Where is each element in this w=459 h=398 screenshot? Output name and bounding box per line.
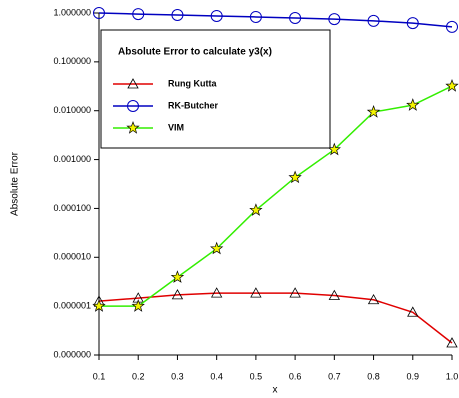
marker bbox=[171, 9, 184, 22]
marker bbox=[210, 287, 223, 298]
marker bbox=[367, 14, 380, 27]
marker bbox=[92, 299, 106, 312]
x-tick-label: 0.2 bbox=[132, 371, 145, 381]
y-axis-label: Absolute Error bbox=[10, 151, 21, 216]
marker bbox=[366, 104, 381, 118]
x-tick-label: 0.8 bbox=[367, 371, 380, 381]
marker bbox=[446, 20, 458, 33]
y-tick-label: 0.100000 bbox=[53, 56, 91, 66]
marker bbox=[210, 241, 224, 255]
marker bbox=[367, 293, 380, 305]
x-tick-label: 0.4 bbox=[210, 371, 223, 381]
marker bbox=[406, 98, 420, 111]
x-tick-label: 0.5 bbox=[250, 371, 263, 381]
marker bbox=[132, 8, 145, 21]
series-line bbox=[98, 12, 453, 28]
marker bbox=[288, 170, 302, 184]
y-tick-label: 0.000000 bbox=[53, 349, 91, 359]
marker bbox=[131, 299, 145, 312]
marker bbox=[445, 79, 459, 92]
x-tick-label: 0.6 bbox=[289, 371, 302, 381]
y-tick-label: 0.001000 bbox=[53, 154, 91, 164]
marker bbox=[127, 100, 139, 112]
x-tick-label: 0.7 bbox=[328, 371, 341, 381]
series-line bbox=[98, 292, 453, 344]
y-tick-label: 0.000001 bbox=[53, 301, 91, 311]
y-tick-label: 0.000100 bbox=[53, 203, 91, 213]
marker bbox=[170, 270, 185, 283]
x-axis-label: x bbox=[273, 385, 278, 396]
marker bbox=[210, 9, 223, 22]
marker bbox=[289, 12, 302, 25]
legend: Absolute Error to calculate y3(x) Rung Ku… bbox=[100, 29, 331, 149]
marker bbox=[406, 17, 419, 30]
legend-label: Rung Kutta bbox=[168, 78, 217, 88]
marker bbox=[250, 287, 262, 298]
legend-title: Absolute Error to calculate y3(x) bbox=[118, 47, 272, 58]
marker bbox=[126, 121, 140, 134]
x-tick-label: 0.9 bbox=[407, 371, 420, 381]
marker bbox=[249, 10, 262, 23]
y-tick-label: 0.010000 bbox=[53, 105, 91, 115]
x-tick-label: 0.3 bbox=[171, 371, 184, 381]
marker bbox=[328, 289, 341, 300]
marker bbox=[171, 289, 184, 300]
marker bbox=[127, 78, 139, 89]
legend-label: RK-Butcher bbox=[168, 100, 218, 110]
x-tick-label: 0.1 bbox=[93, 371, 106, 381]
y-tick-label: 1.000000 bbox=[53, 7, 91, 17]
marker bbox=[289, 287, 301, 298]
marker bbox=[446, 337, 458, 348]
x-tick-label: 1.0 bbox=[446, 371, 459, 381]
legend-label: VIM bbox=[168, 122, 184, 132]
marker bbox=[328, 13, 341, 26]
marker bbox=[249, 203, 263, 216]
y-tick-label: 0.000010 bbox=[53, 252, 91, 262]
marker bbox=[93, 7, 105, 19]
marker bbox=[407, 306, 419, 317]
series-line bbox=[99, 85, 453, 307]
